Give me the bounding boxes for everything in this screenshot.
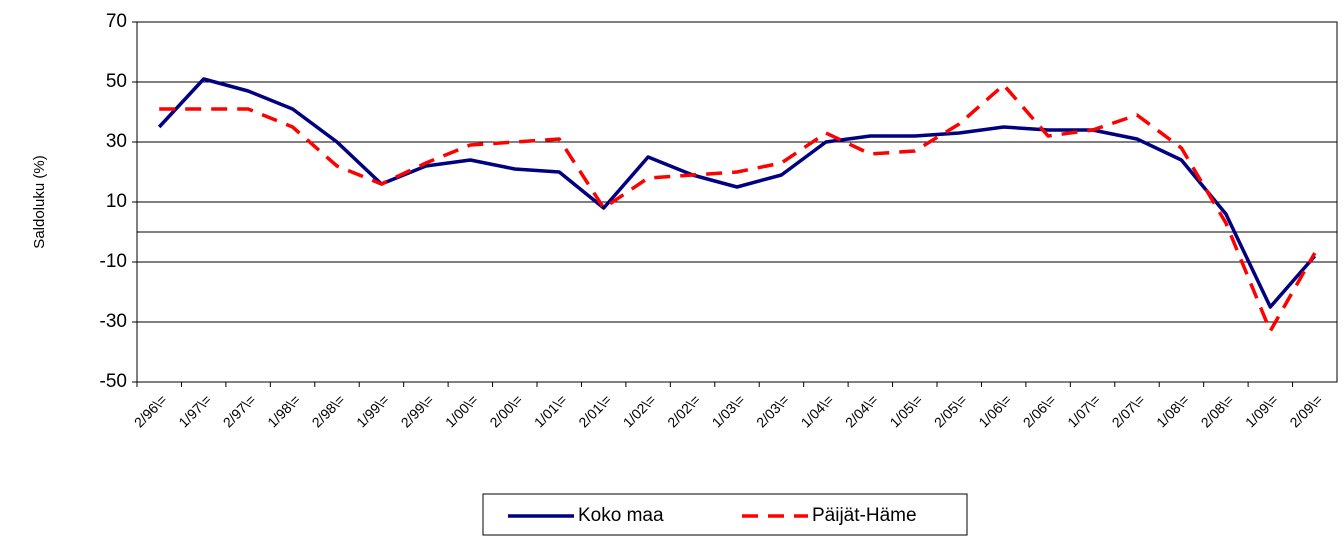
legend-label: Päijät-Häme xyxy=(812,505,917,526)
y-tick-label: 30 xyxy=(106,131,127,152)
y-tick-label: -50 xyxy=(100,371,127,392)
x-tick-label: 1/99\= xyxy=(353,391,392,430)
legend-label: Koko maa xyxy=(578,505,664,526)
x-tick-label: 2/06\= xyxy=(1020,391,1059,430)
x-tick-label: 2/01\= xyxy=(575,391,614,430)
x-tick-label: 2/99\= xyxy=(398,391,437,430)
x-tick-label: 1/07\= xyxy=(1064,391,1103,430)
x-tick-label: 1/01\= xyxy=(531,391,570,430)
x-tick-label: 1/03\= xyxy=(709,391,748,430)
x-tick-label: 2/96\= xyxy=(131,391,170,430)
x-tick-label: 2/97\= xyxy=(220,391,259,430)
y-tick-label: 70 xyxy=(106,11,127,32)
y-tick-label: -30 xyxy=(100,311,127,332)
x-tick-label: 1/06\= xyxy=(975,391,1014,430)
x-tick-label: 1/00\= xyxy=(442,391,481,430)
x-tick-label: 2/02\= xyxy=(664,391,703,430)
y-tick-label: 50 xyxy=(106,71,127,92)
x-tick-label: 2/98\= xyxy=(309,391,348,430)
series-line xyxy=(159,83,1317,333)
x-tick-label: 1/97\= xyxy=(175,391,214,430)
x-tick-label: 1/02\= xyxy=(620,391,659,430)
x-tick-label: 1/08\= xyxy=(1153,391,1192,430)
x-tick-label: 2/04\= xyxy=(842,391,881,430)
series-line xyxy=(157,77,1317,309)
x-tick-label: 1/05\= xyxy=(886,391,925,430)
x-tick-label: 1/04\= xyxy=(798,391,837,430)
x-tick-label: 1/98\= xyxy=(264,391,303,430)
x-tick-label: 2/00\= xyxy=(486,391,525,430)
x-tick-label: 2/03\= xyxy=(753,391,792,430)
x-tick-label: 2/08\= xyxy=(1198,391,1237,430)
y-axis-label: Saldoluku (%) xyxy=(31,155,48,248)
y-tick-label: 10 xyxy=(106,191,127,212)
x-tick-label: 2/09\= xyxy=(1286,391,1325,430)
x-tick-label: 2/05\= xyxy=(931,391,970,430)
y-tick-label: -10 xyxy=(100,251,127,272)
x-tick-label: 1/09\= xyxy=(1242,391,1281,430)
x-tick-label: 2/07\= xyxy=(1109,391,1148,430)
